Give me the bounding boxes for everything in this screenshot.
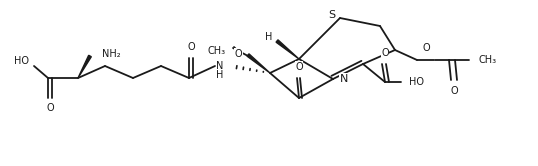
Text: N: N (340, 74, 349, 84)
Polygon shape (247, 54, 270, 73)
Text: CH₃: CH₃ (479, 55, 497, 65)
Text: O: O (450, 86, 458, 96)
Text: N: N (216, 61, 224, 71)
Text: HO: HO (14, 56, 29, 66)
Text: NH₂: NH₂ (102, 49, 121, 59)
Text: O: O (187, 42, 195, 52)
Text: O: O (422, 43, 430, 53)
Text: O: O (46, 103, 54, 113)
Text: CH₃: CH₃ (208, 46, 226, 56)
Text: O: O (295, 62, 303, 72)
Polygon shape (78, 55, 91, 78)
Text: H: H (216, 70, 224, 80)
Text: O: O (381, 48, 389, 58)
Text: HO: HO (409, 77, 424, 87)
Text: H: H (265, 32, 272, 42)
Text: O: O (235, 49, 242, 59)
Polygon shape (276, 40, 299, 59)
Text: S: S (328, 10, 335, 20)
